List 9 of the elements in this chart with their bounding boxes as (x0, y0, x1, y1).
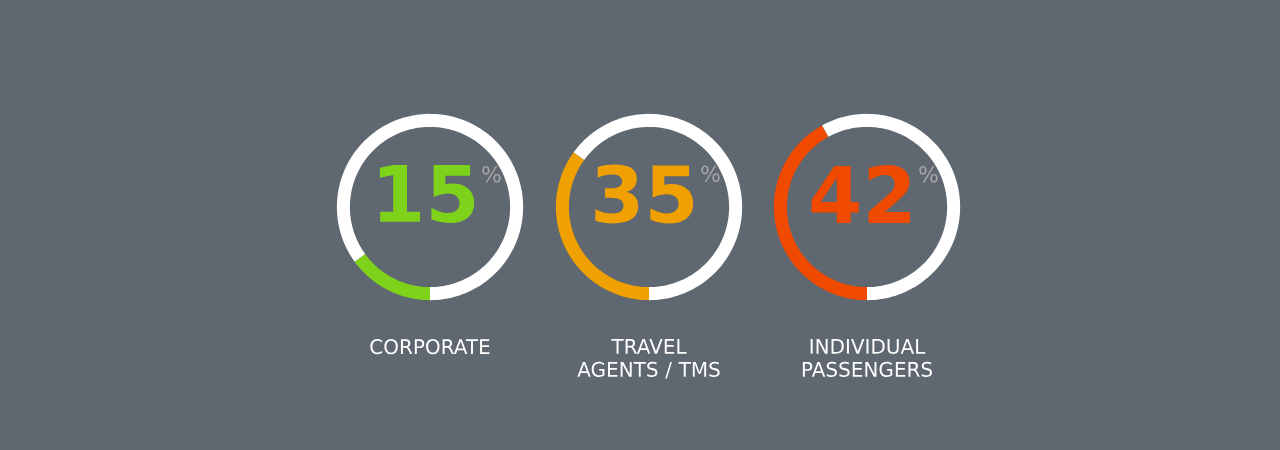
text: 35 (595, 164, 694, 224)
text: INDIVIDUAL PASSENGERS (802, 339, 933, 377)
text: % (701, 165, 720, 183)
text: CORPORATE (370, 339, 490, 355)
text: TRAVEL AGENTS / TMS (577, 339, 720, 379)
text: % (482, 165, 501, 183)
text: 15 (379, 164, 475, 223)
text: % (919, 166, 938, 183)
text: 42 (811, 165, 910, 223)
